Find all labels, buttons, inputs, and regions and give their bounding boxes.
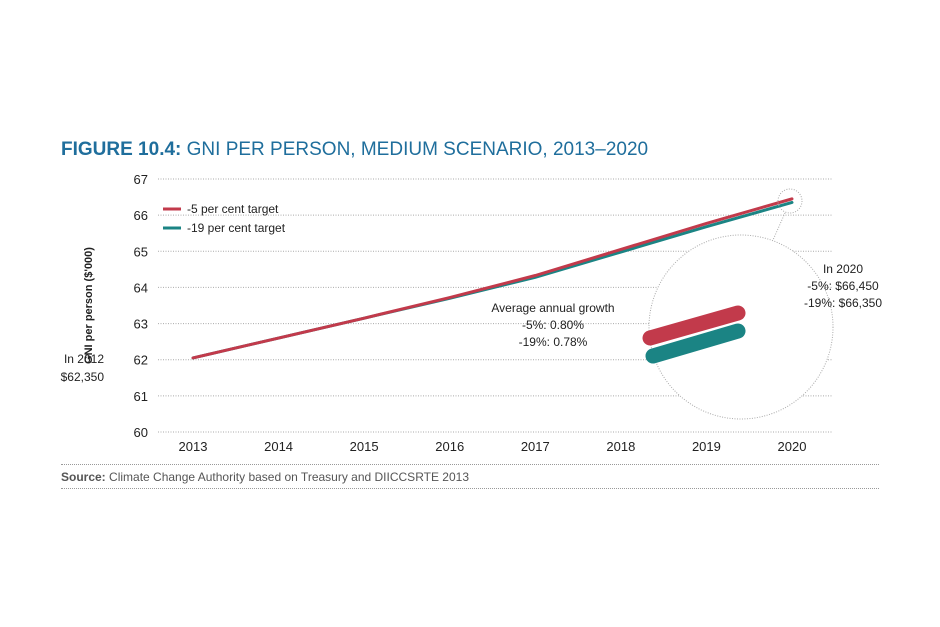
growth-annotation: -5%: 0.80% (522, 318, 584, 332)
y-tick-label: 63 (134, 317, 148, 332)
x-tick-label: 2020 (778, 439, 807, 454)
figure-title: FIGURE 10.4: GNI PER PERSON, MEDIUM SCEN… (61, 139, 648, 161)
figure-label: FIGURE 10.4: (61, 139, 182, 160)
x-tick-label: 2015 (350, 439, 379, 454)
y-axis-label: GNI per person ($'000) (83, 247, 95, 364)
growth-annotation: Average annual growth (491, 301, 614, 315)
y-tick-label: 61 (134, 389, 148, 404)
end-annotation: -19%: $66,350 (804, 296, 882, 310)
x-tick-label: 2013 (179, 439, 208, 454)
magnified-series-line (642, 305, 746, 346)
y-tick-label: 64 (134, 280, 148, 295)
growth-annotation: -19%: 0.78% (519, 335, 588, 349)
end-annotation: In 2020 (823, 262, 863, 276)
y-tick-label: 67 (134, 172, 148, 187)
y-tick-label: 65 (134, 244, 148, 259)
y-tick-label: 62 (134, 353, 148, 368)
chart-title: GNI PER PERSON, MEDIUM SCENARIO, 2013–20… (186, 139, 649, 160)
divider (61, 488, 879, 489)
series-line (191, 197, 794, 360)
divider (61, 464, 879, 465)
x-tick-label: 2014 (264, 439, 293, 454)
magnifier-small-circle (777, 188, 803, 214)
end-annotation: -5%: $66,450 (807, 279, 879, 293)
start-annotation: In 2012 (64, 352, 104, 366)
start-annotation: $62,350 (61, 370, 105, 384)
magnifier-connector (772, 212, 786, 241)
legend-label: -19 per cent target (187, 221, 286, 235)
source-label: Source: (61, 470, 106, 484)
magnified-series-line (645, 323, 746, 364)
legend-label: -5 per cent target (187, 202, 279, 216)
x-tick-label: 2017 (521, 439, 550, 454)
y-tick-label: 60 (134, 425, 148, 440)
x-tick-label: 2018 (606, 439, 635, 454)
source-note: Source: Climate Change Authority based o… (61, 470, 469, 484)
x-tick-label: 2016 (435, 439, 464, 454)
source-text: Climate Change Authority based on Treasu… (109, 470, 470, 484)
x-tick-label: 2019 (692, 439, 721, 454)
y-tick-label: 66 (134, 208, 148, 223)
